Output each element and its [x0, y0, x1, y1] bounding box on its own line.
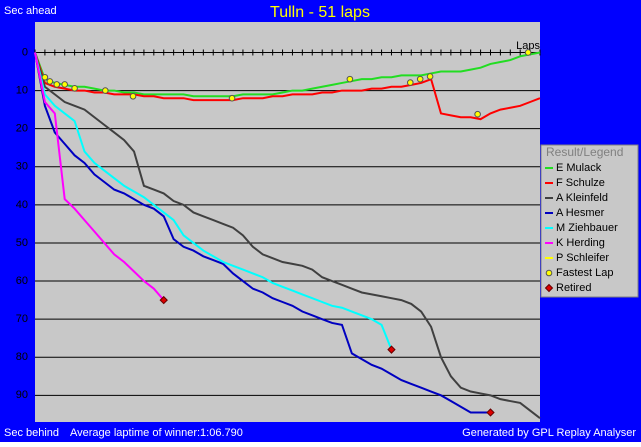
fastest-lap-marker	[53, 81, 61, 88]
fastest-lap-marker	[41, 73, 49, 81]
retired-marker	[486, 408, 495, 417]
y-tick-label: 40	[16, 199, 28, 211]
legend-label: E Mulack	[556, 162, 602, 174]
chart-title: Tulln - 51 laps	[270, 4, 370, 21]
fastest-lap-marker	[524, 49, 532, 56]
legend-title: Result/Legend	[546, 145, 623, 159]
y-tick-label: 0	[22, 46, 28, 58]
legend-swatch	[545, 269, 553, 277]
y-tick-label: 70	[16, 313, 28, 325]
legend-swatch	[544, 283, 554, 293]
fastest-lap-marker	[61, 81, 69, 88]
y-tick-label: 90	[16, 389, 28, 401]
series-line	[34, 52, 541, 121]
fastest-lap-marker	[474, 110, 481, 118]
footer-right: Generated by GPL Replay Analyser	[462, 427, 636, 439]
fastest-lap-marker	[406, 79, 414, 86]
fastest-lap-marker	[46, 78, 54, 85]
legend-label: K Herding	[556, 237, 605, 249]
series-line	[34, 52, 165, 301]
y-tick-label: 20	[16, 123, 28, 135]
legend-label: Retired	[556, 282, 591, 294]
fastest-lap-marker	[71, 84, 78, 92]
y-tick-label: 50	[16, 237, 28, 249]
legend-label: A Hesmer	[556, 207, 605, 219]
legend-label: M Ziehbauer	[556, 222, 618, 234]
x-axis-label: Laps	[516, 40, 540, 52]
footer-left: Average laptime of winner:1:06.790	[70, 427, 243, 439]
series-line	[34, 52, 393, 350]
series-line	[34, 51, 541, 98]
y-label-top: Sec ahead	[4, 5, 57, 17]
series-line	[34, 52, 541, 419]
legend-label: P Schleifer	[556, 252, 609, 264]
fastest-lap-marker	[426, 73, 434, 80]
legend-box	[540, 144, 639, 298]
legend-label: F Schulze	[556, 177, 605, 189]
y-tick-label: 10	[16, 84, 28, 96]
fastest-lap-marker	[416, 75, 424, 83]
series-line	[34, 52, 491, 414]
fastest-lap-marker	[346, 75, 354, 83]
legend-label: Fastest Lap	[556, 267, 613, 279]
y-tick-label: 30	[16, 161, 28, 173]
legend-label: A Kleinfeld	[556, 192, 608, 204]
plot-area	[35, 22, 540, 422]
fastest-lap-marker	[228, 94, 236, 102]
y-label-bottom: Sec behind	[4, 427, 59, 439]
y-tick-label: 60	[16, 275, 28, 287]
retired-marker	[159, 295, 168, 305]
fastest-lap-marker	[102, 87, 109, 94]
retired-marker	[387, 345, 396, 354]
y-tick-label: 80	[16, 351, 28, 363]
fastest-lap-marker	[129, 92, 137, 100]
